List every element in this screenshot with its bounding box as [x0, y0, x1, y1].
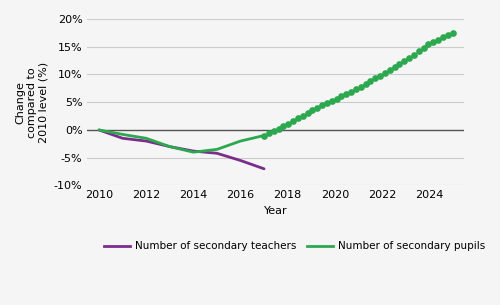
- Legend: Number of secondary teachers, Number of secondary pupils: Number of secondary teachers, Number of …: [100, 237, 489, 256]
- X-axis label: Year: Year: [264, 206, 287, 216]
- Y-axis label: Change
compared to
2010 level (%): Change compared to 2010 level (%): [15, 62, 48, 143]
